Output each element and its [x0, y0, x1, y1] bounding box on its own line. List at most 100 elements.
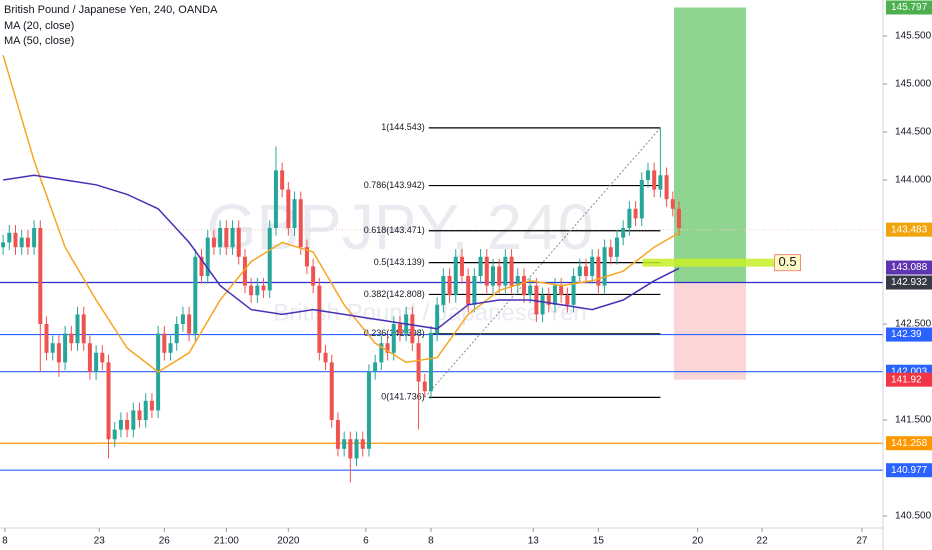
x-tick-label: 20 — [692, 536, 704, 547]
candle-body — [565, 295, 570, 305]
candle-body — [56, 343, 61, 363]
candle-body — [652, 170, 657, 190]
candle-body — [335, 420, 340, 449]
candle-body — [125, 420, 130, 430]
candle-body — [621, 228, 626, 238]
candle-body — [205, 237, 210, 276]
candle-body — [249, 285, 254, 296]
candle-body — [633, 208, 638, 219]
price-tag — [886, 275, 932, 290]
candle-body — [180, 314, 185, 324]
candle-body — [50, 343, 55, 353]
price-tag-label: 143.483 — [891, 224, 928, 235]
candle-body — [354, 439, 359, 459]
candle-body — [497, 266, 502, 286]
candle-body — [608, 247, 613, 257]
candle-body — [118, 420, 123, 430]
candle-body — [590, 256, 595, 276]
price-tag-label: 140.977 — [891, 465, 928, 476]
price-tag — [886, 327, 932, 342]
x-tick-label: 23 — [94, 536, 106, 547]
fib-label: 0.786(143.942) — [364, 180, 425, 190]
legend-entry: MA (50, close) — [4, 35, 74, 47]
candle-body — [323, 352, 328, 363]
candle-body — [484, 256, 489, 286]
candle-body — [639, 180, 644, 219]
candle-body — [490, 266, 495, 286]
candle-body — [137, 410, 142, 420]
candle-body — [658, 175, 663, 190]
candle-body — [32, 228, 37, 248]
candle-body — [211, 237, 216, 248]
fib-label: 0(141.736) — [381, 392, 425, 402]
price-tag — [886, 436, 932, 451]
x-tick-label: 8 — [2, 536, 8, 547]
candle-body — [422, 381, 427, 392]
candle-body — [304, 247, 309, 267]
price-tag — [886, 372, 932, 387]
x-tick-label: 13 — [528, 536, 540, 547]
y-tick-label: 140.500 — [895, 511, 932, 522]
price-tag-label: 145.797 — [891, 2, 928, 13]
candle-body — [528, 285, 533, 296]
ma-line — [2, 174, 680, 330]
candle-body — [627, 208, 632, 228]
candle-body — [298, 199, 303, 248]
x-tick-label: 15 — [593, 536, 605, 547]
candle-body — [187, 314, 192, 334]
candle-body — [193, 256, 198, 334]
candle-body — [273, 170, 278, 228]
candle-body — [391, 324, 396, 353]
candle-body — [441, 276, 446, 305]
x-tick-label: 6 — [363, 536, 369, 547]
candle-body — [230, 228, 235, 248]
candle-body — [410, 314, 415, 344]
x-tick-label: 27 — [856, 536, 868, 547]
candle-body — [292, 199, 297, 228]
candle-body — [453, 256, 458, 296]
candle-body — [63, 333, 68, 363]
candle-body — [459, 256, 464, 276]
fib-label: 0.5(143.139) — [374, 257, 425, 267]
candle-body — [577, 266, 582, 276]
candle-body — [478, 256, 483, 276]
candle-body — [149, 400, 154, 411]
candle-body — [143, 400, 148, 420]
candle-body — [503, 256, 508, 286]
candle-body — [571, 276, 576, 305]
candle-body — [676, 208, 681, 228]
candle-body — [366, 372, 371, 449]
candle-body — [44, 324, 49, 353]
candle-body — [596, 256, 601, 286]
candle-body — [242, 256, 247, 286]
x-tick-label: 22 — [757, 536, 769, 547]
candle-body — [397, 324, 402, 334]
candle-body — [261, 285, 266, 291]
fib-label: 1(144.543) — [381, 122, 425, 132]
candle-body — [81, 314, 86, 344]
price-tag-label: 142.39 — [891, 329, 922, 340]
candle-body — [645, 170, 650, 180]
price-tag-label: 142.932 — [891, 277, 928, 288]
chart-title: British Pound / Japanese Yen, 240, OANDA — [4, 4, 218, 16]
candle-body — [38, 228, 43, 324]
candle-body — [509, 256, 514, 286]
x-tick-label: 21:00 — [214, 536, 239, 547]
y-tick-label: 145.000 — [895, 79, 932, 90]
legend-entry: MA (20, close) — [4, 20, 74, 32]
candle-body — [664, 175, 669, 200]
candle-body — [602, 247, 607, 286]
stop-zone — [674, 282, 746, 380]
price-tag-label: 142.003 — [891, 366, 928, 377]
fib-label: 0.618(143.471) — [364, 225, 425, 235]
candle-body — [472, 276, 477, 305]
candle-body — [94, 352, 99, 372]
candle-body — [19, 237, 24, 248]
candle-body — [13, 232, 18, 248]
candle-body — [87, 343, 92, 372]
candle-body — [174, 324, 179, 344]
candle-body — [447, 276, 452, 296]
price-tag-label: 141.258 — [891, 438, 928, 449]
candle-body — [1, 242, 6, 248]
